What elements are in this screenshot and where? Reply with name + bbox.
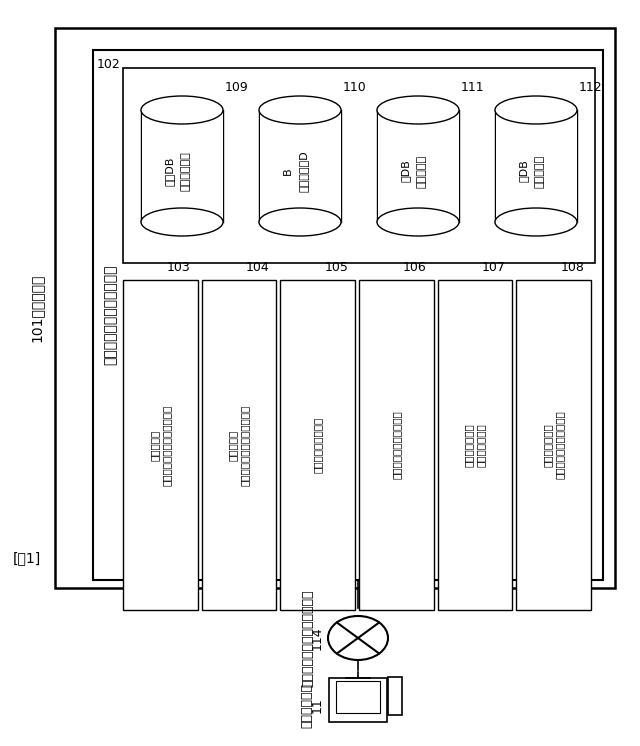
Ellipse shape bbox=[377, 208, 459, 236]
Text: 109: 109 bbox=[225, 81, 249, 94]
Text: 終了判定処理部: 終了判定処理部 bbox=[464, 423, 474, 467]
Text: 引き継ぎ項目: 引き継ぎ項目 bbox=[181, 151, 191, 191]
Text: 理DB: 理DB bbox=[519, 160, 529, 182]
Bar bbox=[93, 50, 603, 580]
Text: 作成処理部: 作成処理部 bbox=[149, 430, 159, 460]
Bar bbox=[55, 28, 615, 588]
Text: シャドーイング: シャドーイング bbox=[476, 423, 486, 467]
Text: 102: 102 bbox=[97, 57, 121, 71]
Bar bbox=[280, 280, 355, 610]
Text: 業務引き継ぎ判定システム: 業務引き継ぎ判定システム bbox=[103, 265, 117, 366]
Text: 11: 11 bbox=[311, 697, 324, 713]
Text: 108: 108 bbox=[561, 261, 584, 274]
Bar bbox=[329, 678, 387, 722]
Ellipse shape bbox=[141, 96, 223, 124]
Bar bbox=[495, 110, 577, 222]
Text: 関係者管理D: 関係者管理D bbox=[299, 150, 309, 192]
Bar bbox=[123, 68, 595, 263]
Text: 判定状況管: 判定状況管 bbox=[417, 154, 427, 187]
Text: 引き継ぎ状況入力処理部: 引き継ぎ状況入力処理部 bbox=[391, 410, 401, 480]
Bar bbox=[123, 280, 198, 610]
Text: 112: 112 bbox=[579, 81, 603, 94]
Bar bbox=[359, 280, 434, 610]
Ellipse shape bbox=[141, 208, 223, 236]
Bar bbox=[259, 110, 340, 222]
Text: 判定基準登録処理部: 判定基準登録処理部 bbox=[313, 417, 323, 473]
Text: 111: 111 bbox=[461, 81, 484, 94]
Text: 理DB: 理DB bbox=[401, 160, 411, 182]
Text: 101　サーバー: 101 サーバー bbox=[30, 274, 44, 342]
Text: 107: 107 bbox=[482, 261, 506, 274]
Text: クライアント: クライアント bbox=[300, 683, 313, 727]
Text: 103: 103 bbox=[167, 261, 191, 274]
Bar bbox=[516, 280, 591, 610]
Bar bbox=[388, 677, 402, 715]
Text: 終了判定処理部: 終了判定処理部 bbox=[543, 423, 553, 467]
Text: B: B bbox=[283, 167, 293, 175]
Bar bbox=[438, 280, 513, 610]
Text: 114: 114 bbox=[311, 626, 324, 650]
Ellipse shape bbox=[259, 208, 341, 236]
Text: クライアント　ネットワーク: クライアント ネットワーク bbox=[301, 589, 314, 687]
Text: 承認処理部: 承認処理部 bbox=[228, 430, 238, 460]
Bar bbox=[141, 110, 223, 222]
Text: 判定基準管: 判定基準管 bbox=[535, 154, 545, 187]
Ellipse shape bbox=[495, 96, 577, 124]
Ellipse shape bbox=[377, 96, 459, 124]
Ellipse shape bbox=[328, 616, 388, 660]
Text: 引き継ぎ項目チェックリスト: 引き継ぎ項目チェックリスト bbox=[240, 404, 250, 486]
Ellipse shape bbox=[495, 208, 577, 236]
Text: リバースシャドーイング: リバースシャドーイング bbox=[555, 410, 564, 480]
Bar bbox=[336, 681, 380, 713]
Text: 105: 105 bbox=[324, 261, 348, 274]
Text: [図1]: [図1] bbox=[13, 551, 41, 565]
Text: 110: 110 bbox=[343, 81, 367, 94]
Text: 104: 104 bbox=[246, 261, 269, 274]
Text: 106: 106 bbox=[403, 261, 427, 274]
Text: 引き継ぎ項目チェックリスト: 引き継ぎ項目チェックリスト bbox=[161, 404, 172, 486]
Ellipse shape bbox=[259, 96, 341, 124]
Bar bbox=[202, 280, 276, 610]
Text: 管理DB: 管理DB bbox=[165, 157, 175, 186]
Bar bbox=[378, 110, 458, 222]
